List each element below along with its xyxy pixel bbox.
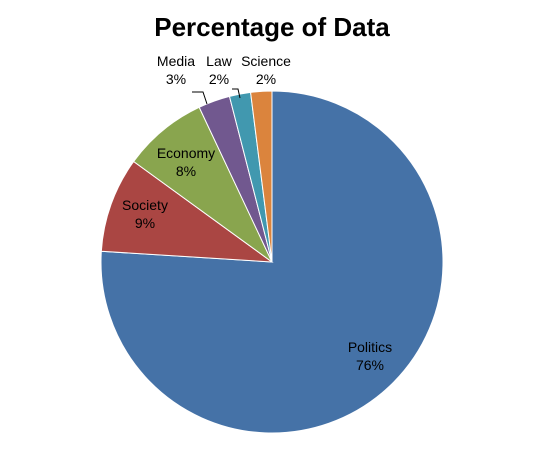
slice-label-politics: Politics 76% (348, 339, 392, 373)
chart-title: Percentage of Data (154, 12, 390, 42)
slice-label-value: 9% (135, 215, 155, 231)
pie-slice-society (100, 160, 274, 263)
pie-slice-politics (100, 90, 444, 434)
slice-label-value: 2% (256, 71, 276, 87)
pie-slice-science (250, 90, 273, 263)
slice-label-media: Media 3% (157, 53, 195, 87)
slice-label-economy: Economy 8% (157, 145, 215, 179)
slice-label-name: Media (157, 53, 195, 69)
slice-label-value: 3% (166, 71, 186, 87)
slice-label-value: 76% (356, 357, 384, 373)
slice-label-society: Society 9% (122, 197, 168, 231)
slice-label-science: Science 2% (241, 53, 291, 87)
slice-label-name: Science (241, 53, 291, 69)
slice-label-name: Law (206, 53, 233, 69)
pie-slices (100, 90, 444, 434)
leader-line-law (232, 88, 241, 99)
leader-line-media (192, 91, 208, 105)
slice-label-name: Society (122, 197, 168, 213)
slice-label-law: Law 2% (206, 53, 233, 87)
slice-label-name: Economy (157, 145, 215, 161)
slice-label-value: 8% (176, 163, 196, 179)
slice-labels: Politics 76% Society 9% Economy 8% Media 3% Law 2… (122, 53, 392, 373)
slice-label-name: Politics (348, 339, 392, 355)
leader-lines (192, 88, 241, 105)
slice-label-value: 2% (209, 71, 229, 87)
